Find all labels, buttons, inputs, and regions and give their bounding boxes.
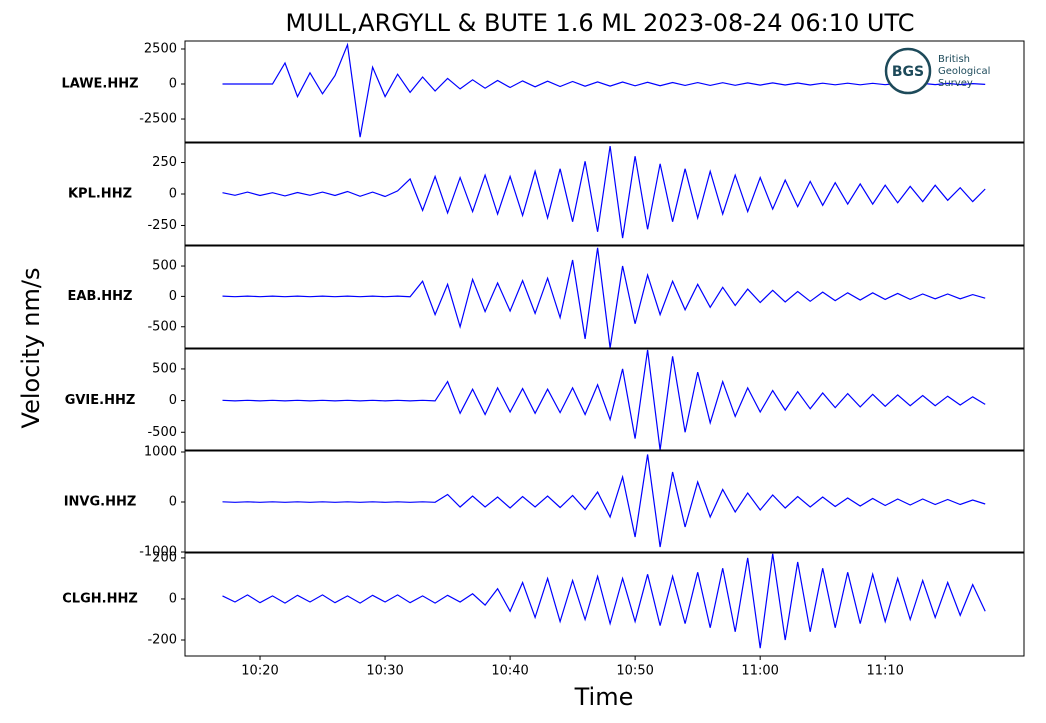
panel-frame bbox=[184, 450, 1025, 553]
panel-frame bbox=[184, 245, 1025, 349]
x-axis-label: Time bbox=[574, 683, 634, 711]
logo-initials: BGS bbox=[892, 64, 924, 80]
station-label: INVG.HHZ bbox=[64, 495, 137, 510]
y-tick-label: 0 bbox=[169, 77, 177, 92]
y-tick-label: 2500 bbox=[144, 41, 177, 56]
y-tick-label: -200 bbox=[147, 632, 177, 647]
y-tick-label: 500 bbox=[152, 361, 177, 376]
station-label: CLGH.HHZ bbox=[62, 591, 138, 606]
logo-text: British bbox=[938, 54, 970, 65]
station-label: GVIE.HHZ bbox=[65, 393, 136, 408]
y-tick-label: 200 bbox=[152, 550, 177, 565]
y-tick-label: 0 bbox=[169, 495, 177, 510]
panel: MULL,ARGYLL & BUTE 1.6 ML 2023-08-24 06:… bbox=[17, 9, 1025, 429]
panel: 500 0 -500 EAB.HHZ bbox=[68, 245, 1025, 349]
x-tick-label: 10:20 bbox=[241, 664, 278, 679]
y-tick-label: 500 bbox=[152, 259, 177, 274]
panel-frame bbox=[184, 142, 1025, 246]
waveform bbox=[222, 454, 986, 548]
x-tick-label: 11:00 bbox=[741, 664, 778, 679]
logo-text: Geological bbox=[938, 66, 990, 77]
waveform bbox=[222, 146, 986, 239]
x-tick-label: 10:50 bbox=[616, 664, 653, 679]
y-tick-label: -500 bbox=[147, 319, 177, 334]
waveform bbox=[222, 42, 986, 138]
logo: BGS British Geological Survey bbox=[884, 47, 990, 95]
y-axis-label: Velocity nm/s bbox=[17, 268, 45, 429]
waveform bbox=[222, 247, 986, 349]
y-tick-label: 0 bbox=[169, 393, 177, 408]
y-tick-label: 0 bbox=[169, 591, 177, 606]
panel: 1000 0 -1000 INVG.HHZ bbox=[64, 445, 1025, 560]
panel-frame bbox=[184, 40, 1025, 143]
y-tick-label: 1000 bbox=[144, 445, 177, 460]
x-tick-label: 11:10 bbox=[866, 664, 903, 679]
x-tick-label: 10:40 bbox=[491, 664, 528, 679]
y-tick-label: -250 bbox=[147, 218, 177, 233]
station-label: KPL.HHZ bbox=[68, 187, 132, 202]
panel: 250 0 -250 KPL.HHZ bbox=[68, 142, 1025, 246]
y-tick-label: -1000 bbox=[139, 545, 177, 560]
y-tick-label: 250 bbox=[152, 155, 177, 170]
station-label: EAB.HHZ bbox=[68, 289, 133, 304]
x-tick-label: 10:30 bbox=[366, 664, 403, 679]
logo-text: Survey bbox=[938, 78, 973, 89]
station-label: LAWE.HHZ bbox=[61, 77, 138, 92]
panel-frame bbox=[184, 552, 1025, 657]
waveform bbox=[222, 349, 986, 451]
y-tick-label: 0 bbox=[169, 289, 177, 304]
chart-title: MULL,ARGYLL & BUTE 1.6 ML 2023-08-24 06:… bbox=[286, 9, 915, 37]
y-tick-label: 0 bbox=[169, 187, 177, 202]
panel: Time 200 0 -200 10:20 10:30 10:40 10:50 11:00 11:… bbox=[62, 550, 1025, 711]
logo-ring bbox=[884, 47, 932, 95]
y-tick-label: -500 bbox=[147, 425, 177, 440]
y-tick-label: -2500 bbox=[139, 112, 177, 127]
waveform bbox=[222, 553, 986, 649]
panel-frame bbox=[184, 348, 1025, 451]
panel: 500 0 -500 GVIE.HHZ bbox=[65, 348, 1025, 451]
